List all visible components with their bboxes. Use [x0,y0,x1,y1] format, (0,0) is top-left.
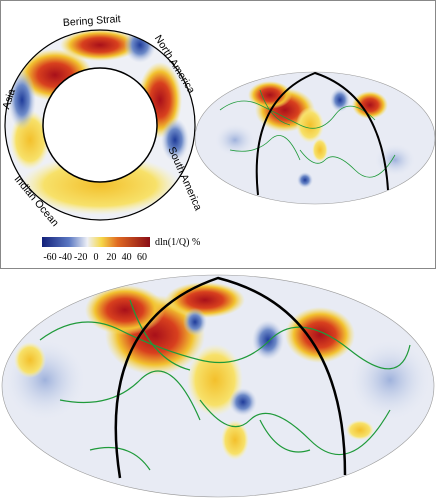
colorbar-ticks: -60 -40 -20 0 20 40 60 [43,252,147,263]
section-path [114,276,347,479]
section-path [255,71,389,196]
colorbar-tick-label: 0 [94,252,99,263]
cross-section [5,30,196,220]
colorbar-tick-label: 40 [122,252,132,263]
core [42,67,158,183]
small-map [195,72,435,204]
colorbar-tick-label: -20 [74,252,87,263]
colorbar-tick-label: -60 [43,252,56,263]
colorbar-tick-label: 20 [106,252,116,263]
colorbar-label: dln(1/Q) % [155,237,200,248]
colorbar-tick-label: 60 [137,252,147,263]
outer-ring [4,29,196,221]
large-map [2,275,434,497]
colorbar-tick-label: -40 [59,252,72,263]
colorbar [42,237,150,247]
region-label: Bering Strait [63,13,122,29]
